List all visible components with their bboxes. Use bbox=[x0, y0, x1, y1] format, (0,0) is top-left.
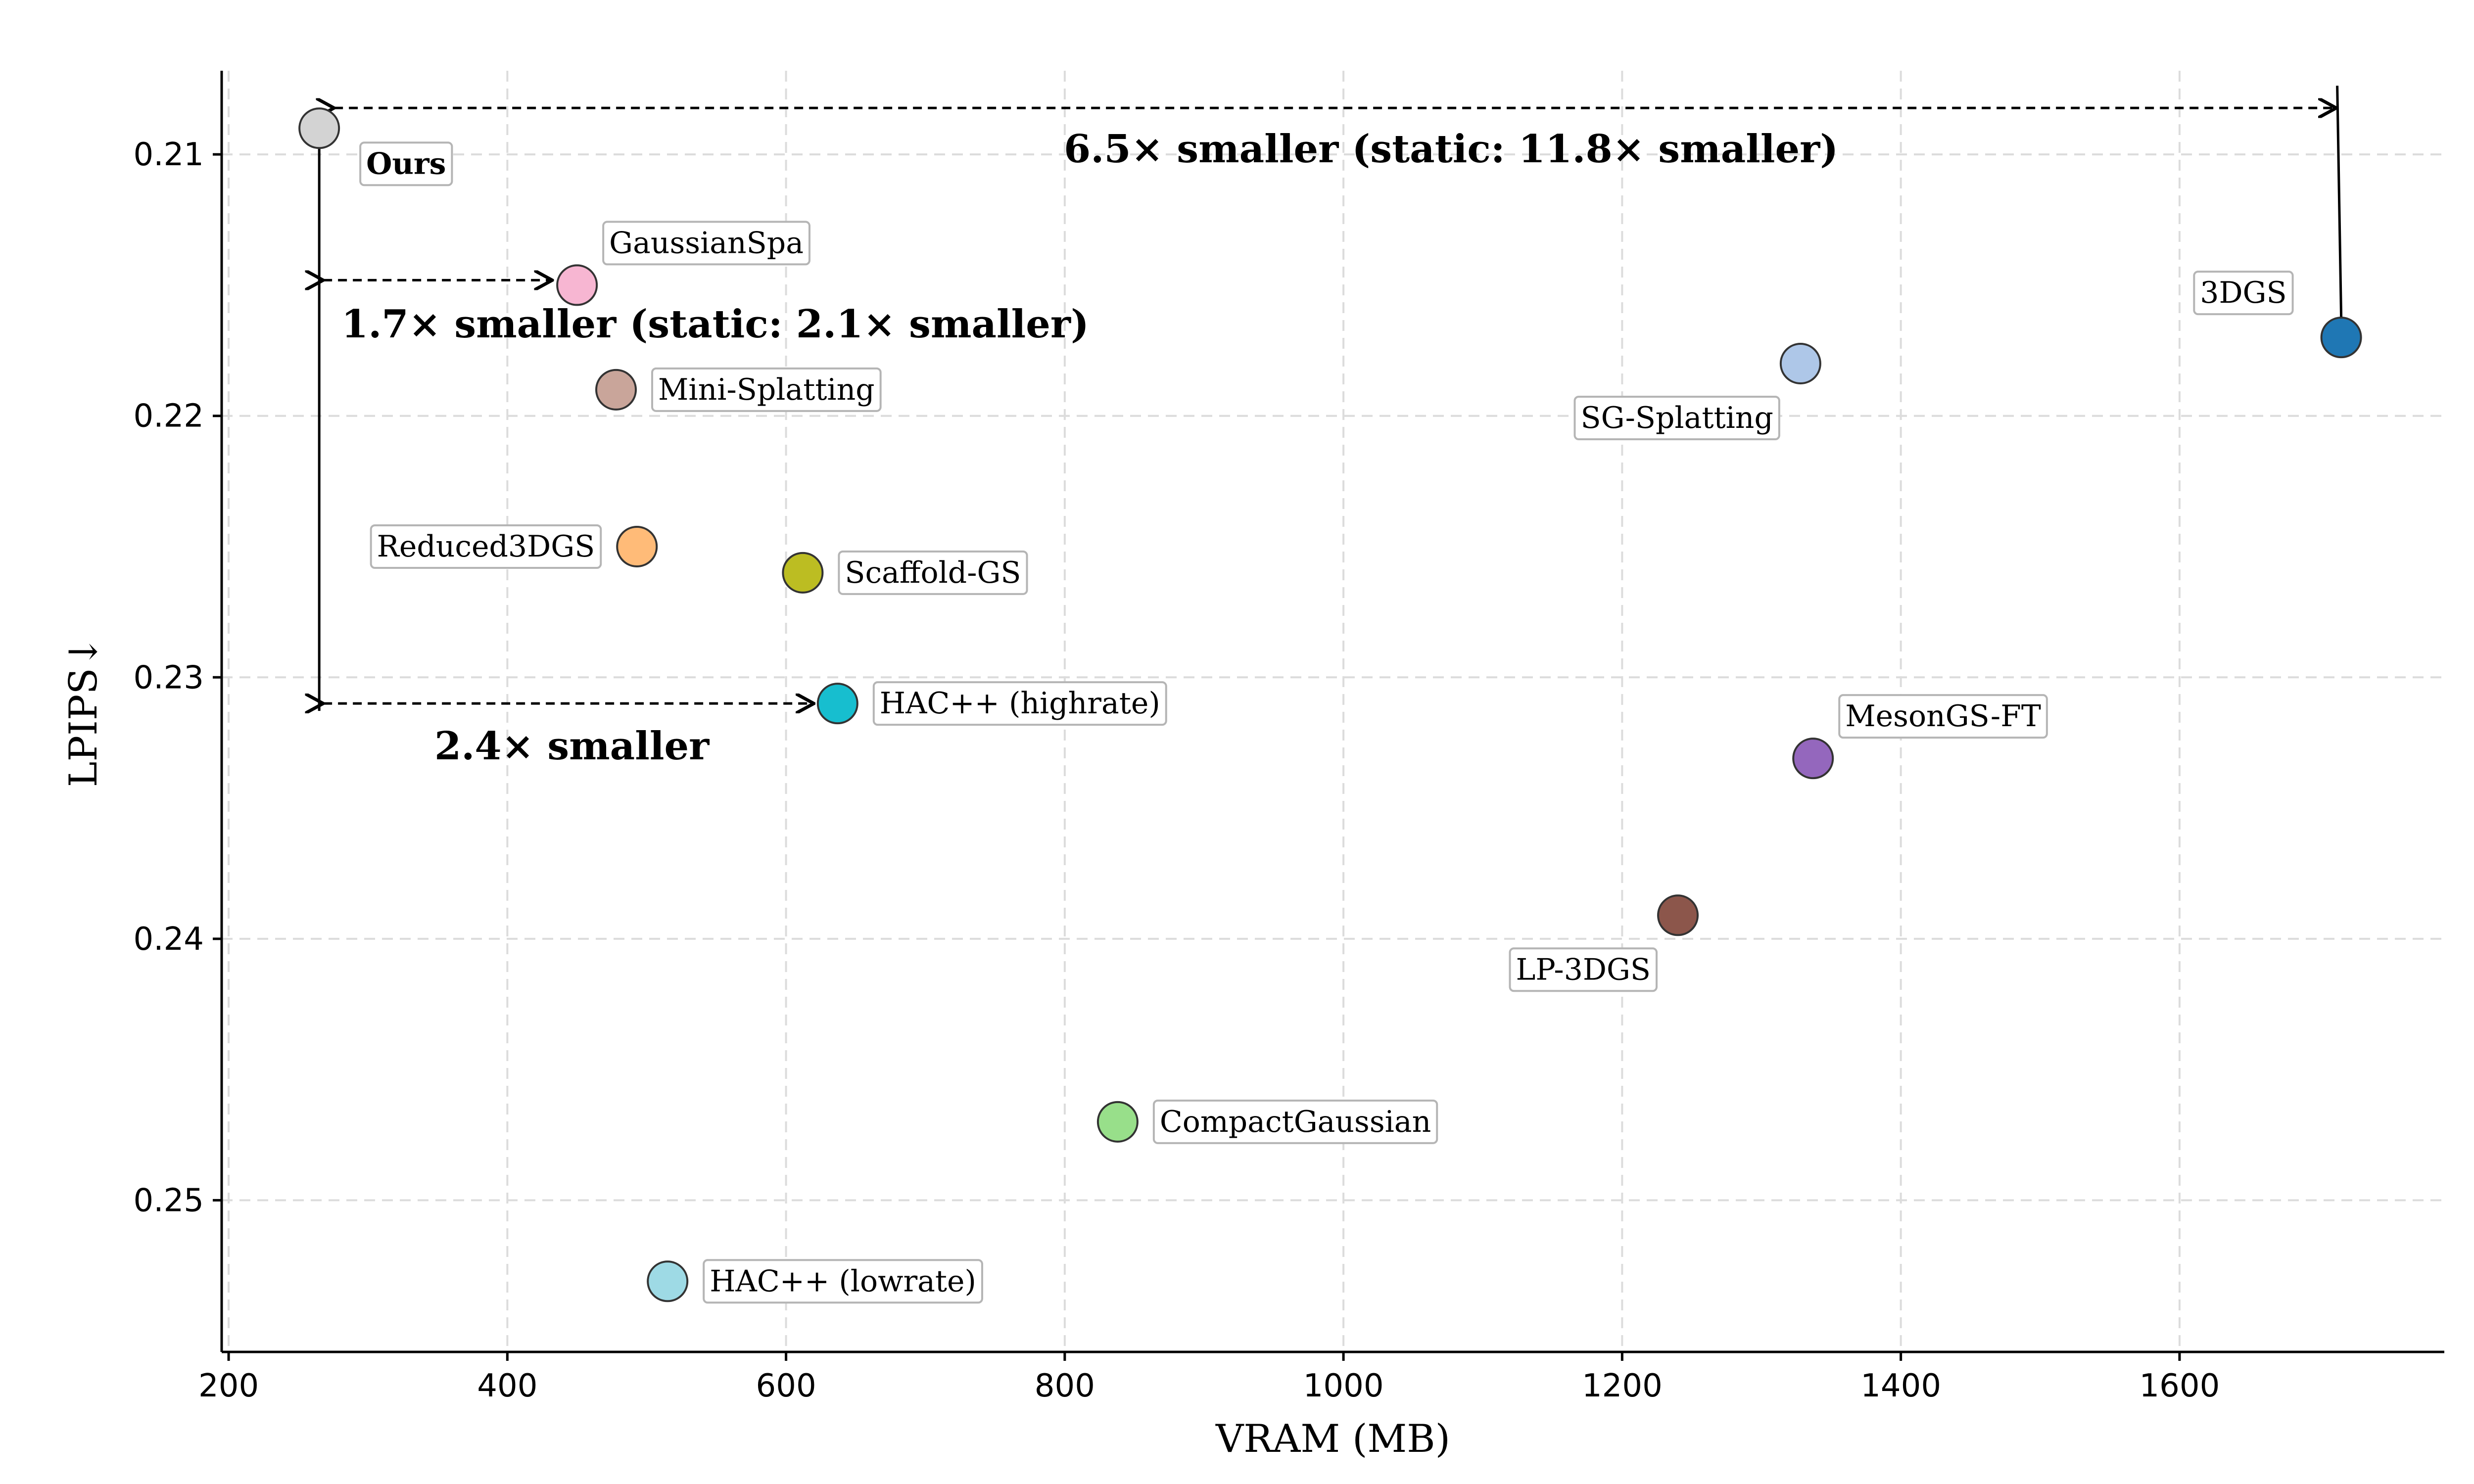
x-tick-label: 800 bbox=[1035, 1368, 1095, 1404]
label-hac-lowrate: HAC++ (lowrate) bbox=[703, 1259, 983, 1304]
y-tick-label: 0.24 bbox=[134, 921, 204, 958]
point-ours bbox=[298, 107, 340, 149]
point-gaussianspa bbox=[556, 264, 598, 306]
label-mini-splatting: Mini-Splatting bbox=[651, 367, 882, 412]
point-label: CompactGaussian bbox=[1160, 1105, 1431, 1139]
label-box bbox=[2193, 271, 2294, 316]
label-box bbox=[602, 221, 810, 266]
label-3dgs: 3DGS bbox=[2193, 271, 2294, 316]
x-tick-label: 400 bbox=[477, 1368, 537, 1404]
annotation-guides bbox=[319, 86, 2343, 711]
point-mesongs-ft bbox=[1792, 738, 1834, 780]
point-compactgaussian bbox=[1096, 1101, 1139, 1143]
point-label: 3DGS bbox=[2200, 276, 2286, 310]
axes: 200 400 600 800 1000 1200 1400 1600 0.21 0.22 0.23… bbox=[134, 71, 2444, 1404]
x-tick-label: 1600 bbox=[2139, 1368, 2220, 1404]
label-reduced3dgs: Reduced3DGS bbox=[370, 524, 602, 569]
point-3dgs bbox=[2320, 317, 2362, 359]
point-hac-lowrate bbox=[647, 1260, 689, 1302]
point-labels: Ours GaussianSpa Mini-Splatting Reduced3DGS… bbox=[359, 141, 2294, 1304]
label-compactgaussian: CompactGaussian bbox=[1152, 1099, 1438, 1144]
y-tick-label: 0.21 bbox=[134, 137, 204, 173]
label-hac-highrate: HAC++ (highrate) bbox=[872, 681, 1167, 726]
label-box bbox=[1509, 947, 1658, 992]
x-tick-label: 1200 bbox=[1582, 1368, 1663, 1404]
point-lp-3dgs bbox=[1657, 894, 1699, 936]
y-tick-label: 0.22 bbox=[134, 398, 204, 435]
label-box bbox=[651, 367, 882, 412]
point-mini-splatting bbox=[595, 369, 637, 411]
label-box bbox=[1838, 694, 2048, 739]
point-label: SG-Splatting bbox=[1581, 401, 1773, 435]
point-hac-highrate bbox=[816, 683, 858, 725]
label-ours: Ours bbox=[359, 141, 453, 186]
x-tick-label: 1000 bbox=[1303, 1368, 1384, 1404]
point-sg-splatting bbox=[1779, 343, 1821, 384]
label-box bbox=[370, 524, 602, 569]
label-box bbox=[872, 681, 1167, 726]
label-gaussianspa: GaussianSpa bbox=[602, 221, 810, 266]
point-label: HAC++ (highrate) bbox=[880, 686, 1160, 721]
point-label: Mini-Splatting bbox=[658, 372, 875, 407]
point-label: LP-3DGS bbox=[1516, 952, 1651, 987]
point-label: Ours bbox=[366, 146, 446, 181]
x-tick-label: 600 bbox=[756, 1368, 816, 1404]
point-label: GaussianSpa bbox=[609, 226, 804, 260]
label-box bbox=[1573, 396, 1780, 440]
annotation-3: 2.4× smaller bbox=[434, 724, 710, 769]
y-tick-label: 0.23 bbox=[134, 659, 204, 696]
label-box bbox=[359, 141, 453, 186]
annotation-2: 1.7× smaller (static: 2.1× smaller) bbox=[341, 302, 1089, 347]
point-scaffold-gs bbox=[782, 552, 824, 594]
label-box bbox=[703, 1259, 983, 1304]
annotation-texts: 6.5× smaller (static: 11.8× smaller) 1.7×… bbox=[341, 127, 1838, 769]
label-box bbox=[838, 550, 1028, 595]
label-mesongs-ft: MesonGS-FT bbox=[1838, 694, 2048, 739]
y-axis-title: LPIPS↓ bbox=[61, 636, 106, 787]
grid-lines bbox=[222, 71, 2444, 1352]
x-axis-title: VRAM (MB) bbox=[1215, 1417, 1450, 1461]
label-scaffold-gs: Scaffold-GS bbox=[838, 550, 1028, 595]
y-tick-label: 0.25 bbox=[134, 1182, 204, 1219]
x-tick-label: 1400 bbox=[1860, 1368, 1941, 1404]
point-reduced3dgs bbox=[616, 526, 658, 567]
point-label: HAC++ (lowrate) bbox=[710, 1264, 976, 1298]
3dgs-vertical-connector bbox=[2336, 86, 2343, 318]
label-sg-splatting: SG-Splatting bbox=[1573, 396, 1780, 440]
x-tick-label: 200 bbox=[198, 1368, 259, 1404]
point-label: Reduced3DGS bbox=[377, 529, 595, 564]
label-lp-3dgs: LP-3DGS bbox=[1509, 947, 1658, 992]
label-box bbox=[1152, 1099, 1438, 1144]
annotation-1: 6.5× smaller (static: 11.8× smaller) bbox=[1064, 127, 1838, 172]
data-points bbox=[298, 107, 2362, 1302]
point-label: MesonGS-FT bbox=[1845, 699, 2041, 734]
point-label: Scaffold-GS bbox=[845, 556, 1021, 590]
